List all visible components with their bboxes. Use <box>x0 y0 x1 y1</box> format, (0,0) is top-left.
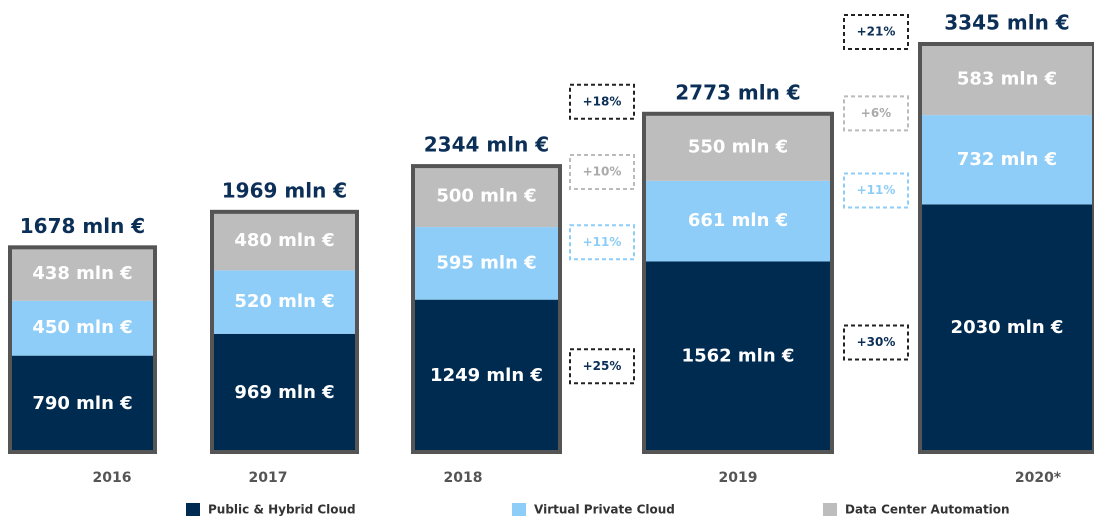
total-label: 2344 mln € <box>424 133 549 157</box>
bar-segment <box>10 300 155 356</box>
growth-box <box>569 348 635 385</box>
segment-label: 2030 mln € <box>951 317 1064 338</box>
legend-swatch <box>512 503 526 516</box>
segment-label: 438 mln € <box>32 263 132 284</box>
segment-label: 450 mln € <box>32 317 132 338</box>
growth-label: +18% <box>583 94 622 108</box>
growth-label: +21% <box>857 25 896 39</box>
segment-label: 732 mln € <box>957 149 1057 170</box>
x-tick-label: 2016 <box>93 470 132 486</box>
legend-swatch <box>823 503 837 516</box>
growth-box <box>843 95 909 132</box>
bar-segment <box>10 355 155 452</box>
bar-outline <box>8 245 157 454</box>
bar-segment <box>920 204 1094 452</box>
bar-segment <box>212 333 357 452</box>
growth-label: +11% <box>583 235 622 249</box>
bar-segment <box>644 261 832 452</box>
bar-segment <box>10 247 155 301</box>
segment-label: 790 mln € <box>32 393 132 414</box>
segment-label: 1562 mln € <box>682 346 795 367</box>
growth-label: +11% <box>857 183 896 197</box>
legend-label: Public & Hybrid Cloud <box>208 503 356 516</box>
segment-label: 520 mln € <box>234 291 334 312</box>
bar-segment <box>413 299 560 452</box>
legend-label: Data Center Automation <box>845 503 1010 516</box>
growth-label: +30% <box>857 335 896 349</box>
growth-box <box>569 83 635 120</box>
legend-swatch <box>186 503 200 516</box>
growth-label: +6% <box>861 106 891 120</box>
x-tick-label: 2018 <box>444 470 483 486</box>
total-label: 1969 mln € <box>222 178 347 202</box>
segment-label: 583 mln € <box>957 69 1057 90</box>
segment-label: 500 mln € <box>436 186 536 207</box>
growth-box <box>569 153 635 190</box>
bar-segment <box>920 115 1094 205</box>
bar-segment <box>644 113 832 181</box>
bar-outline <box>642 111 834 454</box>
growth-box <box>843 172 909 209</box>
x-tick-label: 2020* <box>1015 470 1062 486</box>
legend-label: Virtual Private Cloud <box>534 503 675 516</box>
total-label: 1678 mln € <box>20 214 145 238</box>
bar-segment <box>413 227 560 300</box>
segment-label: 661 mln € <box>688 210 788 231</box>
total-label: 3345 mln € <box>944 11 1069 35</box>
bar-segment <box>644 180 832 262</box>
growth-box <box>843 324 909 361</box>
segment-label: 480 mln € <box>234 230 334 251</box>
growth-box <box>569 224 635 261</box>
segment-label: 1249 mln € <box>430 365 543 386</box>
bar-segment <box>920 44 1094 116</box>
segment-label: 550 mln € <box>688 136 788 157</box>
x-tick-label: 2017 <box>249 470 288 486</box>
bar-outline <box>411 164 562 454</box>
bar-segment <box>413 166 560 228</box>
bar-outline <box>210 209 359 454</box>
growth-label: +10% <box>583 164 622 178</box>
segment-label: 595 mln € <box>436 252 536 273</box>
segment-label: 969 mln € <box>234 382 334 403</box>
growth-label: +25% <box>583 359 622 373</box>
growth-box <box>843 14 909 50</box>
x-tick-label: 2019 <box>719 470 758 486</box>
bar-segment <box>212 270 357 334</box>
total-label: 2773 mln € <box>675 80 800 104</box>
bar-outline <box>918 42 1094 454</box>
bar-segment <box>212 211 357 271</box>
